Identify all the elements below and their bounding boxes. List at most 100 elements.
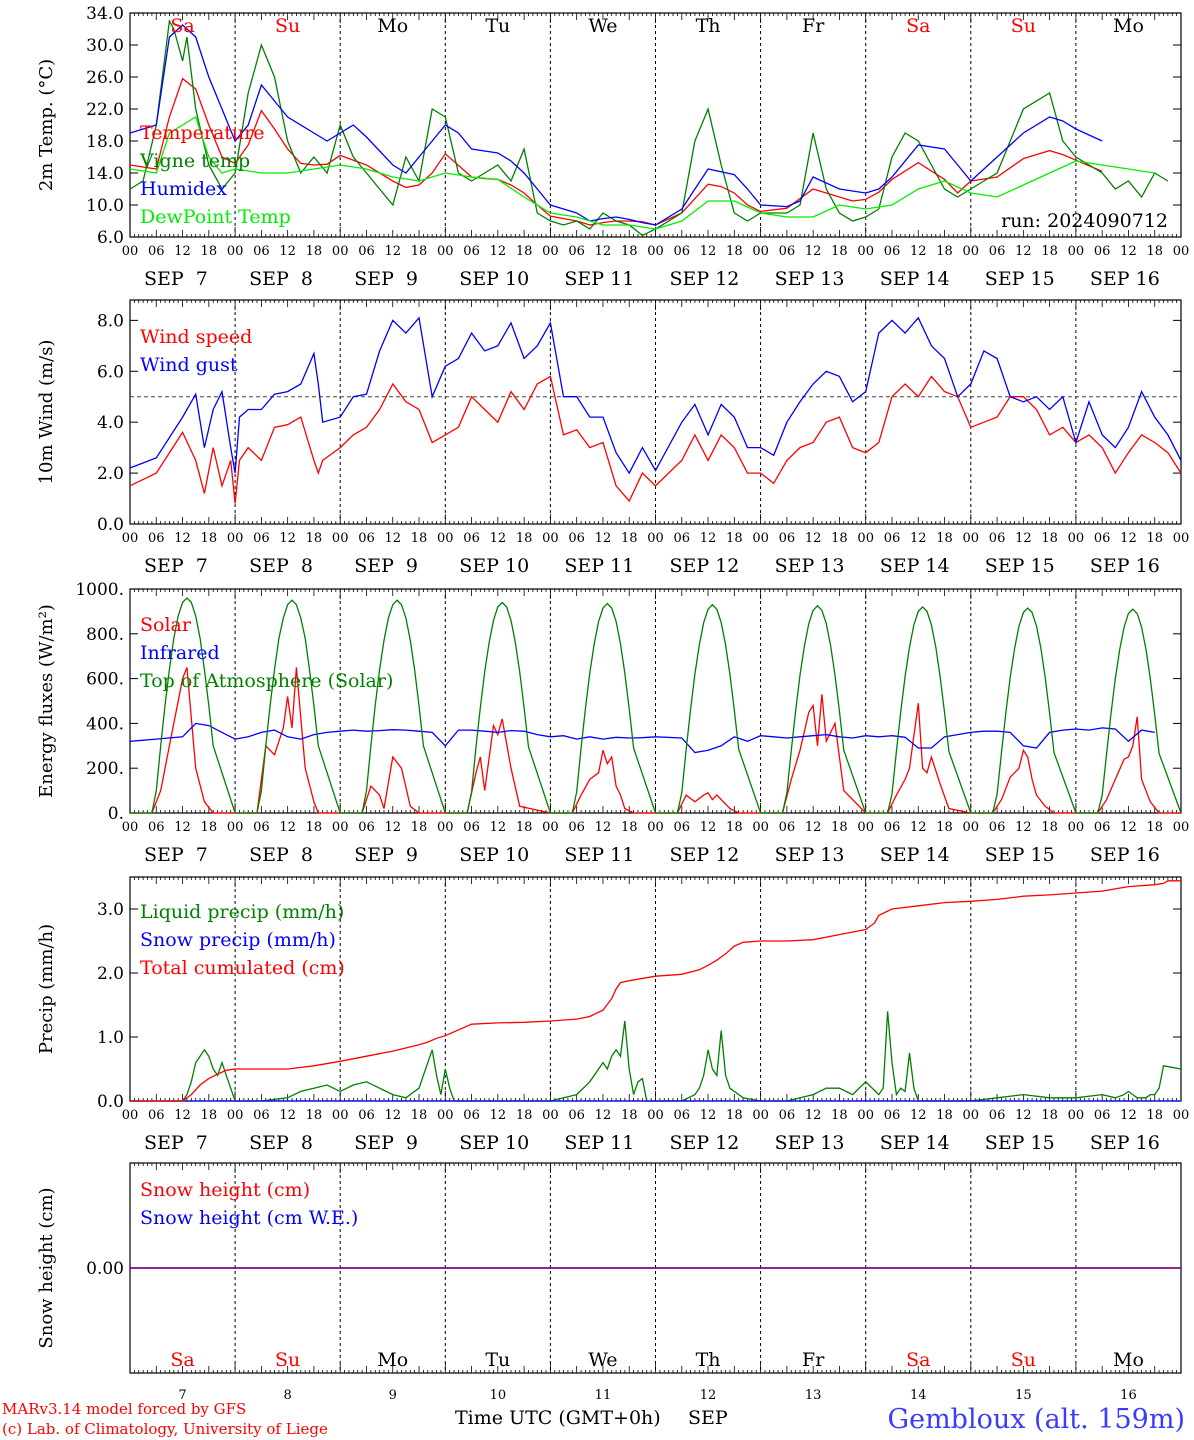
x-hour-label: 00: [963, 1108, 980, 1123]
x-hour-label: 18: [726, 820, 743, 835]
x-hour-label: 18: [726, 1108, 743, 1123]
x-day-label: SEP 14: [880, 555, 950, 577]
x-hour-label: 00: [857, 820, 874, 835]
x-hour-label: 18: [1041, 244, 1058, 259]
x-hour-label: 18: [411, 244, 428, 259]
x-day-number: 7: [178, 1388, 186, 1403]
x-hour-label: 12: [384, 531, 401, 546]
x-day-label: SEP 9: [354, 268, 418, 290]
x-hour-label: 06: [674, 244, 691, 259]
legend-entry: Temperature: [140, 122, 264, 144]
y-tick-label: 0.00: [86, 1259, 124, 1279]
x-day-label: SEP 7: [144, 1132, 208, 1154]
series-line-1: [129, 77, 1103, 226]
y-tick-label: 18.0: [86, 132, 124, 152]
x-hour-label: 00: [227, 531, 244, 546]
weekday-label: Su: [275, 15, 300, 37]
weekday-label: We: [588, 1349, 617, 1371]
weekday-label: Mo: [377, 15, 408, 37]
y-tick-label: 0.0: [97, 515, 124, 535]
x-hour-label: 06: [989, 244, 1006, 259]
x-hour-label: 06: [884, 244, 901, 259]
y-axis-label: Precip (mm/h): [36, 924, 57, 1054]
series-line-3: [130, 880, 1181, 1102]
x-hour-label: 12: [490, 1108, 507, 1123]
x-hour-label: 12: [384, 244, 401, 259]
x-hour-label: 06: [989, 531, 1006, 546]
x-hour-label: 12: [700, 820, 717, 835]
x-hour-label: 12: [1120, 1108, 1137, 1123]
x-hour-label: 06: [1094, 531, 1111, 546]
x-hour-label: 06: [463, 820, 480, 835]
x-day-label: SEP 9: [354, 844, 418, 866]
x-hour-label: 00: [1068, 531, 1085, 546]
x-hour-label: 18: [201, 1108, 218, 1123]
x-hour-label: 18: [306, 1108, 323, 1123]
x-hour-label: 06: [674, 820, 691, 835]
y-tick-label: 3.0: [97, 900, 124, 920]
x-hour-label: 18: [1041, 820, 1058, 835]
series-line-1: [129, 375, 1182, 504]
y-tick-label: 2.0: [97, 464, 124, 484]
x-day-label: SEP 13: [775, 268, 845, 290]
x-day-number: 11: [595, 1388, 612, 1403]
x-day-label: SEP 11: [564, 1132, 634, 1154]
x-hour-label: 18: [936, 1108, 953, 1123]
legend-entry: Total cumulated (cm): [140, 957, 345, 979]
x-hour-label: 18: [306, 820, 323, 835]
x-hour-label: 12: [1120, 531, 1137, 546]
y-tick-label: 22.0: [86, 100, 124, 120]
x-day-number: 13: [805, 1388, 822, 1403]
x-day-number: 16: [1120, 1388, 1137, 1403]
x-hour-label: 00: [437, 820, 454, 835]
x-hour-label: 18: [621, 820, 638, 835]
x-hour-label: 00: [647, 1108, 664, 1123]
x-hour-label: 18: [201, 531, 218, 546]
weekday-label: Su: [1011, 15, 1036, 37]
x-hour-label: 00: [752, 1108, 769, 1123]
x-hour-label: 12: [910, 820, 927, 835]
x-hour-label: 12: [910, 1108, 927, 1123]
x-day-label: SEP 16: [1090, 1132, 1160, 1154]
weekday-label: Tu: [485, 15, 510, 37]
x-hour-label: 18: [621, 244, 638, 259]
x-hour-label: 00: [857, 1108, 874, 1123]
y-tick-label: 26.0: [86, 68, 124, 88]
x-hour-label: 18: [306, 531, 323, 546]
x-hour-label: 18: [201, 820, 218, 835]
x-hour-label: 18: [831, 531, 848, 546]
x-day-label: SEP 14: [880, 1132, 950, 1154]
x-hour-label: 06: [148, 820, 165, 835]
run-label: run: 2024090712: [1001, 210, 1168, 232]
x-hour-label: 18: [936, 820, 953, 835]
y-tick-label: 1000.: [75, 580, 124, 600]
x-hour-label: 00: [1068, 820, 1085, 835]
x-hour-label: 06: [1094, 1108, 1111, 1123]
x-hour-label: 00: [647, 244, 664, 259]
y-axis-label: 10m Wind (m/s): [36, 340, 57, 485]
x-hour-label: 00: [437, 1108, 454, 1123]
y-tick-label: 4.0: [97, 413, 124, 433]
x-day-label: SEP 12: [670, 1132, 740, 1154]
x-day-label: SEP 15: [985, 555, 1055, 577]
legend-entry: Liquid precip (mm/h): [140, 901, 344, 923]
x-hour-label: 06: [463, 244, 480, 259]
x-hour-label: 12: [279, 820, 296, 835]
x-hour-label: 12: [595, 244, 612, 259]
x-hour-label: 00: [857, 531, 874, 546]
x-hour-label: 12: [1015, 820, 1032, 835]
x-hour-label: 00: [542, 1108, 559, 1123]
x-day-label: SEP 9: [354, 1132, 418, 1154]
x-hour-label: 00: [752, 531, 769, 546]
x-day-label: SEP 16: [1090, 844, 1160, 866]
x-hour-label: 06: [148, 1108, 165, 1123]
x-hour-label: 12: [174, 820, 191, 835]
x-hour-label: 00: [963, 244, 980, 259]
x-hour-label: 06: [1094, 244, 1111, 259]
x-hour-label: 06: [779, 531, 796, 546]
weekday-label: Mo: [377, 1349, 408, 1371]
y-tick-label: 0.: [108, 804, 124, 824]
x-day-number: 9: [389, 1388, 397, 1403]
x-hour-label: 00: [752, 820, 769, 835]
x-day-label: SEP 11: [564, 555, 634, 577]
